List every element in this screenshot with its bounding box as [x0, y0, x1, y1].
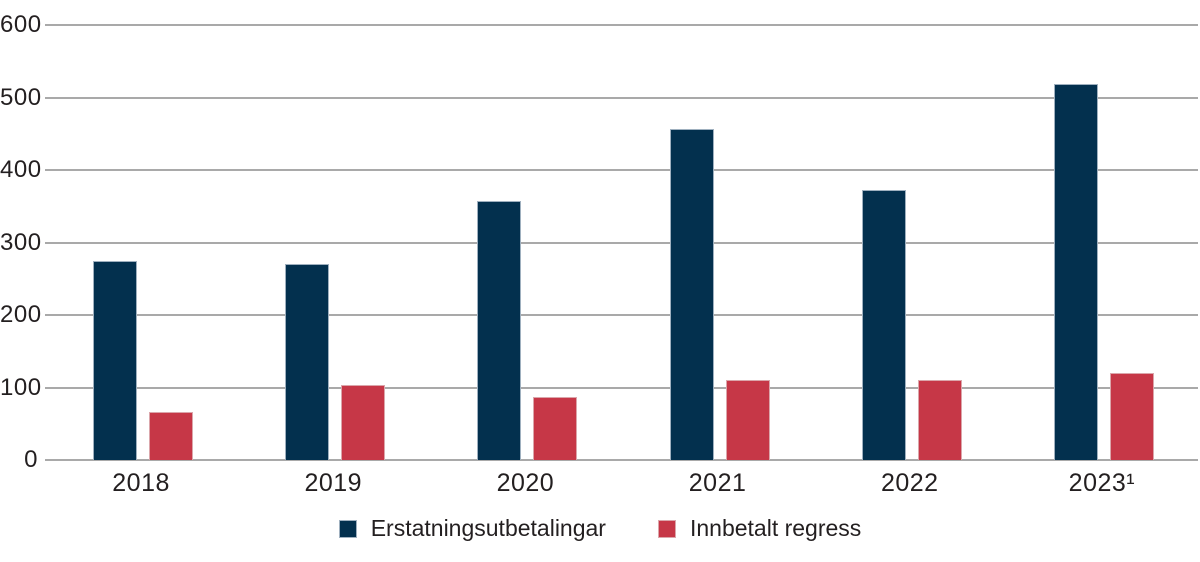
y-axis-label-0: 0: [24, 446, 38, 473]
bar-erstatningsutbetalingar-2018: [93, 261, 138, 460]
legend: Erstatningsutbetalingar Innbetalt regress: [0, 517, 1200, 540]
y-axis-label-400: 400: [0, 156, 42, 183]
gridline-600: [45, 24, 1198, 26]
y-axis-label-600: 600: [0, 11, 42, 38]
gridline-400: [45, 169, 1198, 171]
bar-erstatningsutbetalingar-2019: [285, 264, 330, 460]
legend-label-erstatningsutbetalingar: Erstatningsutbetalingar: [370, 515, 606, 541]
bar-erstatningsutbetalingar-2020: [477, 201, 522, 460]
legend-item-erstatningsutbetalingar: Erstatningsutbetalingar: [338, 515, 606, 541]
x-axis-label-2020: 2020: [496, 469, 555, 497]
legend-swatch-innbetalt-regress: [657, 519, 676, 538]
bar-innbetalt-regress-2019: [341, 385, 386, 460]
x-axis-label-2021: 2021: [688, 469, 747, 497]
gridline-300: [45, 241, 1198, 244]
y-axis-label-500: 500: [0, 83, 42, 111]
gridline-500: [45, 96, 1198, 99]
x-axis-label-2022: 2022: [880, 469, 939, 497]
gridline-100: [45, 386, 1198, 389]
bar-innbetalt-regress-2021: [725, 380, 770, 460]
bar-innbetalt-regress-2020: [533, 396, 578, 460]
x-axis-label-2019: 2019: [304, 469, 363, 497]
bar-innbetalt-regress-2022: [917, 380, 962, 460]
gridline-200: [45, 314, 1198, 316]
x-axis-label-2023: 2023¹: [1068, 469, 1136, 497]
bar-innbetalt-regress-2018: [149, 412, 194, 460]
gridline-0: [45, 459, 1198, 461]
y-axis-label-100: 100: [0, 373, 42, 401]
bar-erstatningsutbetalingar-2022: [861, 190, 906, 460]
bar-erstatningsutbetalingar-2021: [669, 129, 714, 460]
legend-label-innbetalt-regress: Innbetalt regress: [689, 515, 862, 541]
y-axis-label-300: 300: [0, 228, 42, 256]
legend-item-innbetalt-regress: Innbetalt regress: [657, 515, 862, 541]
legend-swatch-erstatningsutbetalingar: [338, 519, 357, 538]
x-axis-label-2018: 2018: [112, 469, 170, 497]
bar-erstatningsutbetalingar-2023: [1053, 84, 1098, 460]
bar-innbetalt-regress-2023: [1109, 373, 1154, 460]
y-axis-label-200: 200: [0, 301, 42, 328]
